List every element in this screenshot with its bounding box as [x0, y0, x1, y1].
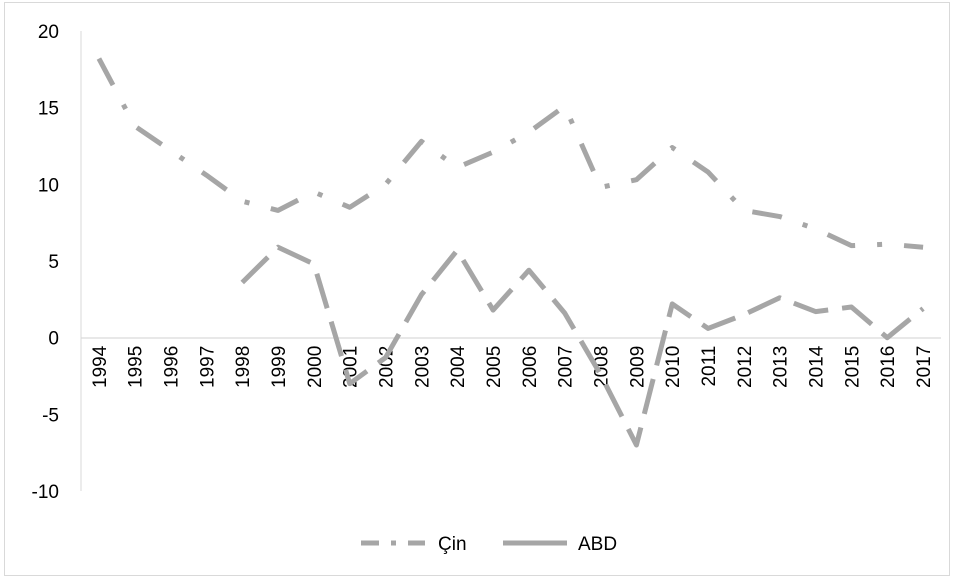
legend-label: ABD: [578, 534, 617, 555]
series-line-abd: [240, 244, 925, 448]
x-tick-label: 2012: [735, 346, 756, 388]
series-line-cin: [96, 57, 924, 250]
legend-item: ABD: [503, 534, 617, 555]
x-tick-label: 1994: [90, 345, 111, 388]
y-tick-label: -5: [42, 405, 59, 426]
x-tick-label: 1996: [162, 346, 183, 388]
y-tick-label: 15: [38, 99, 59, 120]
legend: Çin ABD: [361, 534, 617, 555]
legend-item: Çin: [361, 534, 467, 555]
x-tick-label: 2010: [663, 346, 684, 388]
x-tick-label: 2011: [699, 346, 720, 387]
x-tick-label: 2009: [627, 346, 648, 388]
y-tick-label: 0: [48, 329, 59, 350]
x-tick-label: 2017: [914, 346, 935, 388]
x-axis-ticks: 1994 1995 1996 1997 1998 1999 2000 2001 2002 2003…: [90, 345, 935, 388]
x-tick-label: 2015: [842, 346, 863, 388]
x-tick-label: 2006: [520, 346, 541, 388]
y-axis-ticks: -10 -5 0 5 10 15 20: [32, 22, 59, 503]
x-tick-label: 1999: [269, 346, 290, 388]
y-tick-label: 5: [48, 252, 59, 273]
y-tick-label: 20: [38, 22, 59, 43]
x-tick-label: 2002: [377, 346, 398, 388]
x-tick-label: 1998: [233, 346, 254, 388]
x-tick-label: 2007: [556, 346, 577, 388]
x-tick-label: 2013: [771, 346, 792, 388]
x-tick-label: 2016: [878, 346, 899, 388]
x-tick-label: 2014: [807, 345, 828, 388]
x-tick-label: 1995: [126, 346, 147, 388]
x-tick-label: 2000: [305, 346, 326, 388]
x-tick-label: 2004: [448, 345, 469, 388]
chart-frame: -10 -5 0 5 10 15 20 1994 1995 1996 1997 1998 1999 20…: [4, 2, 950, 576]
x-tick-label: 2003: [412, 346, 433, 388]
x-tick-label: 2005: [484, 346, 505, 388]
series-layer: [96, 57, 925, 448]
y-tick-label: -10: [32, 482, 59, 503]
x-tick-label: 2008: [592, 346, 613, 388]
x-tick-label: 1997: [197, 346, 218, 388]
y-tick-label: 10: [38, 175, 59, 196]
legend-label: Çin: [438, 534, 467, 555]
line-chart: -10 -5 0 5 10 15 20 1994 1995 1996 1997 1998 1999 20…: [32, 22, 941, 555]
